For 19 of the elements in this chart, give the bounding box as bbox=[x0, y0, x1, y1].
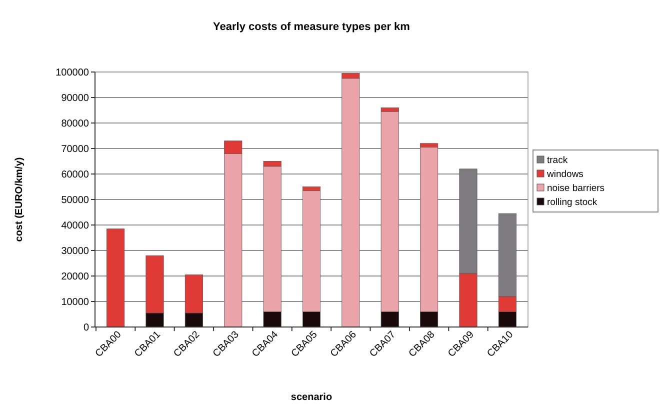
y-tick-label: 20000 bbox=[61, 272, 90, 282]
y-tick-label: 40000 bbox=[61, 220, 90, 232]
x-axis-title: scenario bbox=[290, 392, 332, 403]
y-tick-label: 60000 bbox=[61, 170, 90, 180]
chart-title: Yearly costs of measure types per km bbox=[213, 21, 410, 33]
legend-label: track bbox=[547, 155, 568, 166]
y-tick-label: 100000 bbox=[56, 68, 90, 78]
legend-label: windows bbox=[546, 169, 584, 180]
y-tick-label: 90000 bbox=[61, 93, 90, 104]
y-tick-label: 70000 bbox=[61, 144, 90, 155]
y-tick-label: 80000 bbox=[61, 118, 90, 130]
y-tick-label: 30000 bbox=[61, 246, 90, 257]
bar bbox=[106, 228, 125, 328]
y-tick-label: 0 bbox=[83, 322, 90, 334]
y-tick-label: 10000 bbox=[61, 297, 90, 308]
legend-label: rolling stock bbox=[547, 197, 598, 208]
y-axis-title: cost (EURO/km/y) bbox=[14, 157, 25, 242]
legend-label: noise barriers bbox=[547, 183, 605, 194]
y-tick-label: 50000 bbox=[61, 195, 90, 206]
